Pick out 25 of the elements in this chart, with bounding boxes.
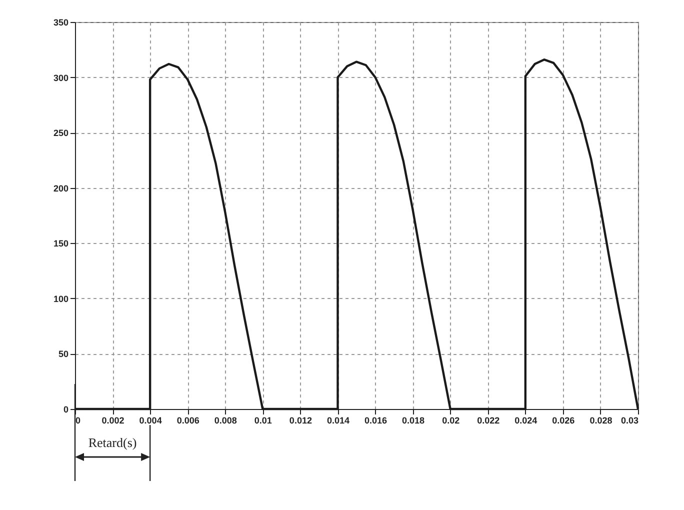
y-tick-label: 200 bbox=[53, 183, 68, 194]
y-tick-label: 300 bbox=[53, 72, 68, 83]
y-tick-label: 50 bbox=[58, 349, 68, 360]
y-tick-label: 100 bbox=[53, 294, 68, 304]
x-tick-label: 0.018 bbox=[402, 416, 425, 426]
x-tick-label: 0.012 bbox=[289, 416, 312, 426]
x-tick-label: 0.004 bbox=[139, 416, 162, 426]
x-tick-label: 0.01 bbox=[254, 416, 272, 426]
x-tick-label: 0.02 bbox=[442, 416, 460, 426]
x-tick-label: 0.022 bbox=[477, 416, 500, 426]
x-tick-label: 0.026 bbox=[552, 416, 575, 426]
x-tick-label: 0.016 bbox=[364, 416, 388, 426]
y-tick-label: 250 bbox=[53, 128, 68, 138]
text: Retard(s) bbox=[88, 435, 137, 450]
x-tick-label: 0 bbox=[76, 416, 81, 426]
x-tick-label: 0.008 bbox=[214, 416, 237, 426]
x-tick-label: 0.006 bbox=[176, 416, 200, 426]
y-tick-label: 150 bbox=[53, 238, 68, 249]
x-tick-label: 0.014 bbox=[326, 416, 350, 426]
x-tick-label: 0.002 bbox=[102, 416, 124, 426]
x-tick-label: 0.024 bbox=[514, 416, 538, 426]
x-tick-label: 0.03 bbox=[620, 416, 638, 426]
y-tick-label: 0 bbox=[63, 404, 68, 414]
x-tick-label: 0.028 bbox=[590, 416, 612, 426]
y-tick-label: 350 bbox=[53, 18, 68, 28]
